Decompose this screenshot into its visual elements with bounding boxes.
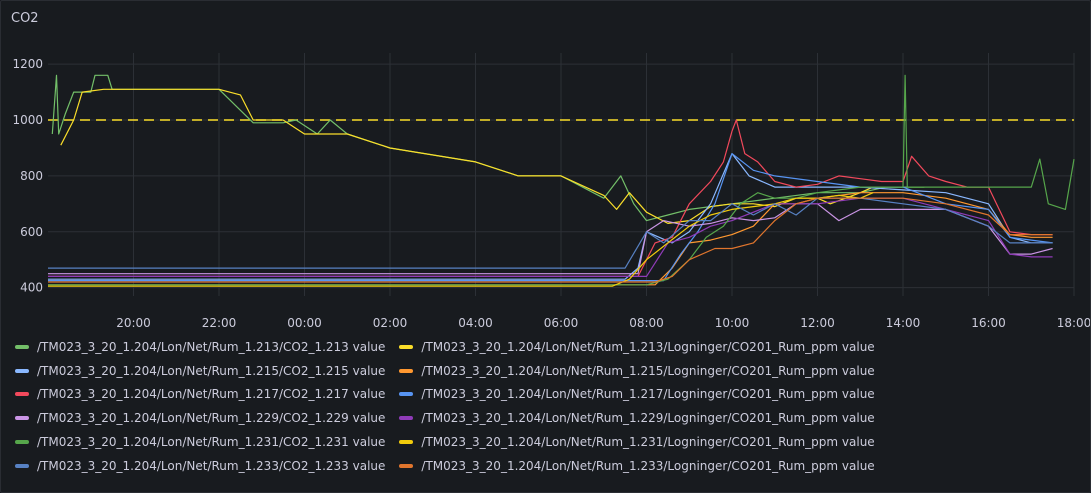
legend-swatch — [15, 416, 29, 421]
legend-label: /TM023_3_20_1.204/Lon/Net/Rum_1.215/CO2_… — [37, 363, 386, 378]
legend-label: /TM023_3_20_1.204/Lon/Net/Rum_1.213/CO2_… — [37, 339, 386, 354]
co2-line-chart: 400 600 800 1000 1200 20:00 22:00 00:00 02:00 04… — [12, 53, 1090, 330]
y-tick-label: 1200 — [12, 57, 43, 71]
series-line-3[interactable] — [48, 192, 1053, 286]
x-tick-label: 16:00 — [971, 316, 1006, 330]
x-tick-label: 20:00 — [116, 316, 151, 330]
legend-row: /TM023_3_20_1.204/Lon/Net/Rum_1.217/CO2_… — [15, 383, 1085, 407]
y-tick-label: 1000 — [12, 113, 43, 127]
legend-item[interactable]: /TM023_3_20_1.204/Lon/Net/Rum_1.231/CO2_… — [15, 435, 385, 449]
legend-swatch — [399, 463, 414, 468]
legend-label: /TM023_3_20_1.204/Lon/Net/Rum_1.217/CO2_… — [37, 387, 386, 402]
legend-label: /TM023_3_20_1.204/Lon/Net/Rum_1.231/CO2_… — [37, 435, 386, 450]
legend: /TM023_3_20_1.204/Lon/Net/Rum_1.213/CO2_… — [15, 335, 1085, 478]
panel-title[interactable]: CO2 — [11, 11, 39, 26]
legend-item[interactable]: /TM023_3_20_1.204/Lon/Net/Rum_1.231/Logn… — [399, 435, 875, 450]
series-line-7[interactable] — [48, 197, 1053, 277]
legend-swatch — [399, 416, 414, 421]
legend-item[interactable]: /TM023_3_20_1.204/Lon/Net/Rum_1.229/CO2_… — [15, 411, 385, 425]
legend-item[interactable]: /TM023_3_20_1.204/Lon/Net/Rum_1.217/CO2_… — [15, 387, 385, 401]
legend-swatch — [15, 463, 29, 468]
x-tick-label: 22:00 — [202, 316, 237, 330]
series-line-6[interactable] — [48, 203, 1053, 275]
legend-item[interactable]: /TM023_3_20_1.204/Lon/Net/Rum_1.229/Logn… — [399, 411, 875, 426]
legend-label: /TM023_3_20_1.204/Lon/Net/Rum_1.233/CO2_… — [37, 458, 386, 473]
x-tick-label: 14:00 — [886, 316, 921, 330]
legend-item[interactable]: /TM023_3_20_1.204/Lon/Net/Rum_1.233/Logn… — [399, 458, 875, 473]
legend-row: /TM023_3_20_1.204/Lon/Net/Rum_1.215/CO2_… — [15, 359, 1085, 383]
y-tick-label: 800 — [20, 169, 43, 183]
x-tick-label: 10:00 — [715, 316, 750, 330]
legend-item[interactable]: /TM023_3_20_1.204/Lon/Net/Rum_1.217/Logn… — [399, 387, 875, 402]
legend-row: /TM023_3_20_1.204/Lon/Net/Rum_1.229/CO2_… — [15, 406, 1085, 430]
x-axis: 20:00 22:00 00:00 02:00 04:00 06:00 08:00 10:00… — [116, 316, 1090, 330]
series-line-11[interactable] — [48, 197, 1053, 283]
x-tick-label: 08:00 — [629, 316, 664, 330]
legend-swatch — [15, 344, 29, 349]
legend-label: /TM023_3_20_1.204/Lon/Net/Rum_1.231/Logn… — [421, 435, 875, 450]
series-line-8[interactable] — [48, 74, 1075, 286]
x-tick-label: 06:00 — [544, 316, 579, 330]
legend-label: /TM023_3_20_1.204/Lon/Net/Rum_1.229/CO2_… — [37, 411, 386, 426]
legend-item[interactable]: /TM023_3_20_1.204/Lon/Net/Rum_1.215/Logn… — [399, 363, 875, 378]
x-tick-label: 02:00 — [373, 316, 408, 330]
y-tick-label: 600 — [20, 225, 43, 239]
x-tick-label: 12:00 — [800, 316, 835, 330]
x-tick-label: 04:00 — [458, 316, 493, 330]
legend-row: /TM023_3_20_1.204/Lon/Net/Rum_1.233/CO2_… — [15, 454, 1085, 478]
x-tick-label: 00:00 — [287, 316, 322, 330]
legend-label: /TM023_3_20_1.204/Lon/Net/Rum_1.217/Logn… — [421, 387, 875, 402]
series-line-9[interactable] — [48, 192, 874, 287]
legend-swatch — [399, 344, 414, 349]
series-line-10[interactable] — [48, 197, 1053, 269]
x-tick-label: 18:00 — [1057, 316, 1090, 330]
series-line-2[interactable] — [48, 153, 1053, 280]
legend-item[interactable]: /TM023_3_20_1.204/Lon/Net/Rum_1.233/CO2_… — [15, 459, 385, 473]
series-group — [48, 74, 1075, 287]
legend-swatch — [15, 392, 29, 397]
legend-row: /TM023_3_20_1.204/Lon/Net/Rum_1.231/CO2_… — [15, 430, 1085, 454]
legend-label: /TM023_3_20_1.204/Lon/Net/Rum_1.215/Logn… — [421, 363, 875, 378]
legend-label: /TM023_3_20_1.204/Lon/Net/Rum_1.213/Logn… — [421, 339, 875, 354]
legend-label: /TM023_3_20_1.204/Lon/Net/Rum_1.229/Logn… — [421, 411, 875, 426]
legend-swatch — [399, 368, 414, 373]
series-line-4[interactable] — [48, 119, 1053, 277]
legend-item[interactable]: /TM023_3_20_1.204/Lon/Net/Rum_1.215/CO2_… — [15, 364, 385, 378]
legend-swatch — [15, 440, 29, 445]
legend-row: /TM023_3_20_1.204/Lon/Net/Rum_1.213/CO2_… — [15, 335, 1085, 359]
legend-swatch — [399, 440, 414, 445]
y-tick-label: 400 — [20, 281, 43, 295]
legend-item[interactable]: /TM023_3_20_1.204/Lon/Net/Rum_1.213/Logn… — [399, 339, 875, 354]
legend-swatch — [15, 368, 29, 373]
series-line-5[interactable] — [48, 153, 1053, 282]
legend-swatch — [399, 392, 414, 397]
series-line-1[interactable] — [60, 88, 874, 224]
legend-label: /TM023_3_20_1.204/Lon/Net/Rum_1.233/Logn… — [421, 458, 875, 473]
legend-item[interactable]: /TM023_3_20_1.204/Lon/Net/Rum_1.213/CO2_… — [15, 340, 385, 354]
y-axis: 400 600 800 1000 1200 — [12, 57, 43, 294]
